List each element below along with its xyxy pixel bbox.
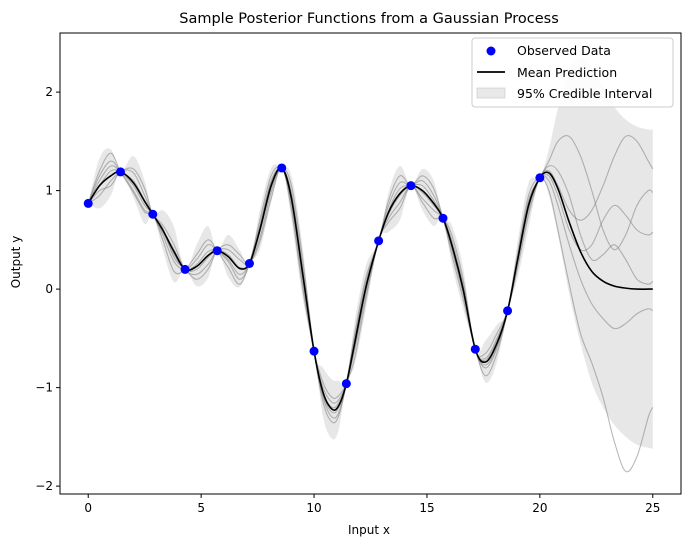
legend-mean-label: Mean Prediction — [517, 65, 617, 80]
observed-point — [503, 306, 513, 316]
x-tick-label: 15 — [419, 501, 434, 515]
x-axis-label: Input x — [348, 523, 390, 537]
x-tick-label: 10 — [306, 501, 321, 515]
y-axis: −2 −1 0 1 2 — [35, 85, 60, 493]
y-tick-label: 0 — [45, 282, 53, 296]
legend: Observed Data Mean Prediction 95% Credib… — [471, 37, 674, 108]
observed-point — [309, 346, 319, 356]
observed-point — [341, 379, 351, 389]
legend-interval-patch — [476, 87, 506, 99]
observed-point — [277, 163, 287, 173]
x-axis: 0 5 10 15 20 25 — [84, 494, 660, 515]
observed-point — [116, 167, 126, 177]
plot-content — [83, 57, 654, 473]
axes-frame — [59, 32, 682, 495]
observed-point — [374, 236, 384, 246]
legend-observed-marker — [486, 46, 496, 56]
y-axis-label: Output y — [9, 236, 23, 289]
legend-box — [471, 37, 674, 108]
y-tick-label: −1 — [35, 381, 53, 395]
observed-point — [535, 173, 545, 183]
observed-point — [180, 264, 190, 274]
x-tick-label: 25 — [645, 501, 660, 515]
legend-observed-label: Observed Data — [517, 43, 611, 58]
observed-point — [470, 344, 480, 354]
observed-point — [212, 246, 222, 256]
x-tick-label: 0 — [84, 501, 92, 515]
y-tick-label: 1 — [45, 184, 53, 198]
plot-area — [83, 57, 654, 473]
x-tick-label: 5 — [197, 501, 205, 515]
legend-interval-label: 95% Credible Interval — [517, 86, 652, 101]
observed-point — [83, 198, 93, 208]
y-tick-label: 2 — [45, 85, 53, 99]
observed-point — [438, 213, 448, 223]
observed-point — [406, 181, 416, 191]
chart-title: Sample Posterior Functions from a Gaussi… — [179, 11, 559, 27]
observed-point — [148, 209, 158, 219]
observed-point — [244, 259, 254, 268]
x-tick-label: 20 — [532, 501, 547, 515]
y-tick-label: −2 — [35, 479, 53, 493]
